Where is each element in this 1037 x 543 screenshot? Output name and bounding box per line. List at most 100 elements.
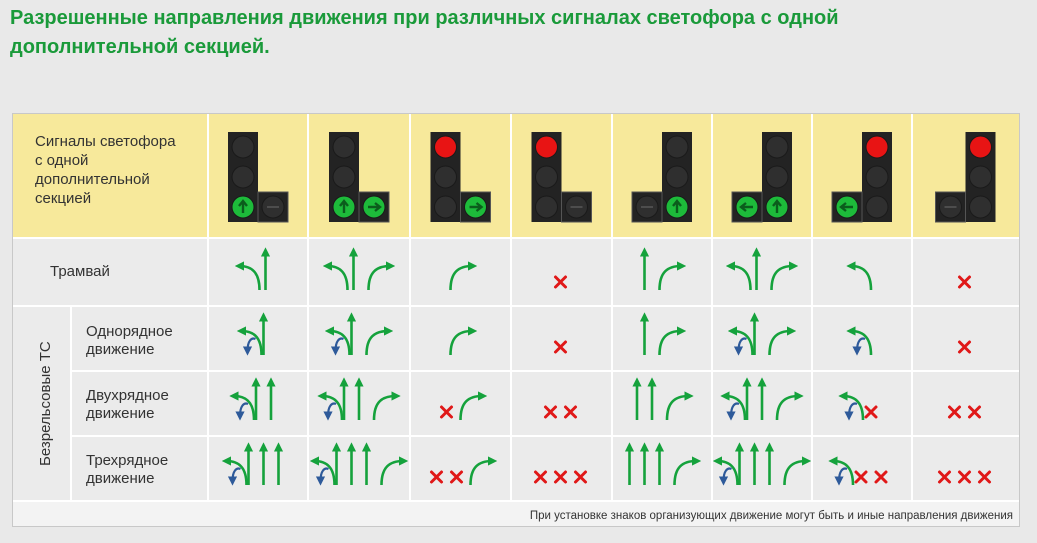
- lamp-off: [865, 165, 889, 189]
- right-turn-arrow-icon: [367, 261, 396, 291]
- directions-single-col-7: [846, 326, 873, 356]
- forbidden-x-icon: [854, 470, 868, 484]
- directions-double-col-3: [440, 391, 488, 421]
- section-lamp: [362, 195, 386, 219]
- right-turn-arrow-icon: [770, 261, 799, 291]
- directions-triple-col-8: [938, 470, 991, 484]
- directions-single-col-3: [449, 326, 478, 356]
- lamp-off: [665, 165, 689, 189]
- section-border: [358, 191, 390, 223]
- left-turn-arrow-icon: [236, 326, 263, 356]
- traffic-light-7: [831, 132, 892, 223]
- right-turn-arrow-icon: [449, 326, 478, 356]
- u-turn-arrow-icon: [242, 337, 256, 356]
- header-label-line: Сигналы светофора: [35, 133, 176, 150]
- signals-table: Сигналы светофора с одной дополнительной се…: [12, 113, 1020, 527]
- row-label-triple: Трехрядное: [86, 452, 168, 469]
- directions-triple-col-2: [309, 442, 409, 486]
- u-turn-arrow-icon: [834, 467, 848, 486]
- lamp-off: [231, 165, 255, 189]
- signals-table-graphic: Сигналы светофора с одной дополнительной се…: [13, 114, 1019, 526]
- lamp-red: [434, 135, 457, 159]
- directions-double-col-8: [948, 405, 981, 419]
- footnote-bg: [13, 501, 1019, 526]
- right-arrow-icon: [368, 202, 382, 212]
- directions-single-col-5: [639, 312, 687, 356]
- left-turn-arrow-icon: [322, 261, 349, 291]
- forbidden-x-icon: [968, 405, 981, 419]
- directions-double-col-6: [720, 377, 804, 421]
- header-label-line: с одной: [35, 152, 88, 169]
- right-turn-arrow-icon: [673, 456, 702, 486]
- lamp-off: [665, 135, 689, 159]
- right-turn-arrow-icon: [783, 456, 812, 486]
- left-turn-arrow-icon: [720, 391, 747, 421]
- directions-double-col-5: [632, 377, 694, 421]
- section-border: [561, 191, 592, 223]
- lamp-off: [865, 195, 889, 219]
- lamp-off: [969, 195, 992, 219]
- forbidden-x-icon: [544, 405, 557, 419]
- traffic-light-6: [731, 132, 792, 223]
- right-turn-arrow-icon: [768, 326, 797, 356]
- traffic-light-3: [430, 132, 491, 223]
- forbidden-x-icon: [554, 470, 567, 484]
- directions-triple-col-6: [712, 442, 812, 486]
- directions-double-col-2: [317, 377, 401, 421]
- directions-single-col-2: [324, 312, 394, 356]
- traffic-light-8: [935, 132, 996, 223]
- forbidden-x-icon: [958, 275, 971, 289]
- section-border: [257, 191, 289, 223]
- section-lamp: [939, 195, 962, 219]
- section-lamp: [635, 195, 659, 219]
- right-turn-arrow-icon: [469, 456, 498, 486]
- lamp-off: [969, 165, 992, 189]
- right-turn-arrow-icon: [658, 326, 687, 356]
- forbidden-x-icon: [938, 470, 951, 484]
- forbidden-x-icon: [958, 340, 971, 354]
- row-label-single: движение: [86, 341, 154, 358]
- right-turn-arrow-icon: [372, 391, 401, 421]
- directions-tram-col-2: [322, 247, 396, 291]
- up-arrow-icon: [672, 199, 682, 213]
- left-turn-arrow-icon: [324, 326, 351, 356]
- u-turn-arrow-icon: [733, 337, 747, 356]
- u-turn-arrow-icon: [726, 402, 740, 421]
- directions-double-col-4: [544, 405, 577, 419]
- u-turn-arrow-icon: [330, 337, 344, 356]
- directions-triple-col-4: [534, 470, 587, 484]
- directions-triple-col-3: [430, 456, 498, 486]
- page-title: Разрешенные направления движения при раз…: [10, 7, 839, 58]
- side-label-trackless: Безрельсовые ТС: [37, 341, 54, 466]
- traffic-light-4: [531, 132, 592, 223]
- right-turn-arrow-icon: [459, 391, 488, 421]
- section-border: [831, 191, 863, 223]
- forbidden-x-icon: [554, 340, 567, 354]
- directions-double-col-7: [838, 391, 878, 421]
- lamp-off: [434, 195, 457, 219]
- traffic-light-1: [228, 132, 289, 223]
- directions-tram-col-5: [639, 247, 687, 291]
- section-lamp: [565, 195, 588, 219]
- lamp-off: [765, 135, 789, 159]
- lamp-off: [535, 195, 558, 219]
- forbidden-x-icon: [440, 405, 453, 419]
- u-turn-arrow-icon: [315, 467, 329, 486]
- lamp-red: [969, 135, 992, 159]
- left-arrow-icon: [739, 202, 753, 212]
- directions-tram-col-7: [846, 261, 873, 291]
- up-arrow-icon: [772, 199, 782, 213]
- right-turn-arrow-icon: [775, 391, 804, 421]
- left-turn-arrow-icon: [725, 261, 752, 291]
- section-lamp: [464, 195, 487, 219]
- u-turn-arrow-icon: [227, 467, 241, 486]
- forbidden-x-icon: [430, 470, 443, 484]
- directions-double-col-1: [229, 377, 276, 421]
- left-turn-arrow-icon: [828, 456, 855, 486]
- right-arrow-icon: [469, 202, 484, 212]
- lamp-off: [434, 165, 457, 189]
- section-lamp: [735, 195, 759, 219]
- forbidden-x-icon: [450, 470, 463, 484]
- body-bg: [13, 238, 1019, 501]
- footnote: При установке знаков организующих движен…: [530, 510, 1013, 522]
